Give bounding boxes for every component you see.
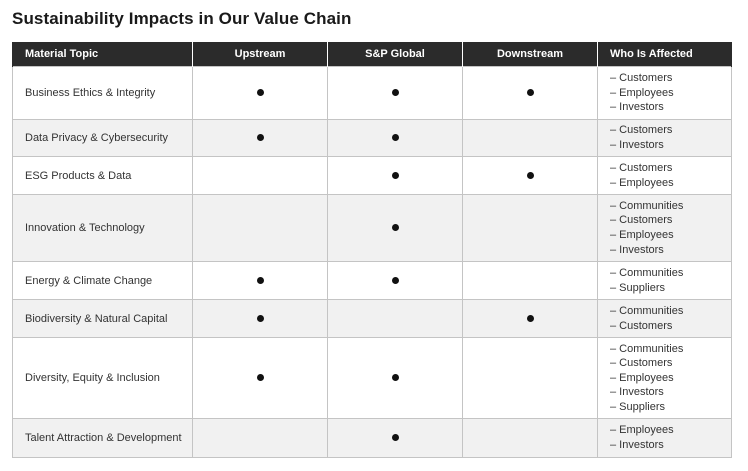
who-is-affected-cell: – Customers – Employees – Investors	[597, 66, 732, 120]
material-topic-cell: Innovation & Technology	[12, 194, 193, 262]
upstream-cell	[192, 194, 328, 262]
affected-group-item: – Investors	[610, 439, 664, 451]
downstream-cell	[462, 194, 598, 262]
downstream-cell	[462, 119, 598, 157]
affected-group-item: – Customers	[610, 72, 673, 85]
upstream-cell	[192, 261, 328, 300]
bullet-dot-icon	[391, 89, 399, 96]
affected-group-item: – Communities	[610, 342, 684, 355]
table-row: ESG Products & Data – Customers – Employee…	[12, 156, 732, 195]
affected-group-item: – Investors	[610, 101, 664, 114]
bullet-dot-icon	[391, 171, 399, 179]
who-is-affected-cell: – Communities – Customers – Employees – Inv…	[597, 337, 732, 419]
bullet-dot-icon	[256, 134, 264, 141]
affected-group-item: – Investors	[610, 243, 664, 256]
table-row: Energy & Climate Change – Communities – Su…	[12, 261, 732, 300]
header-who-is-affected: Who Is Affected	[597, 42, 732, 67]
upstream-cell	[192, 299, 328, 338]
affected-group-item: – Customers	[610, 124, 673, 137]
upstream-cell	[192, 119, 328, 157]
who-is-affected-cell: – Communities – Suppliers	[597, 261, 732, 300]
bullet-dot-icon	[391, 276, 399, 284]
sp-cell	[327, 156, 463, 195]
sp-cell	[327, 194, 463, 262]
downstream-cell	[462, 299, 598, 338]
bullet-dot-icon	[391, 374, 399, 381]
material-topic-cell: Biodiversity & Natural Capital	[12, 299, 193, 338]
header-sp-global: S&P Global	[327, 42, 463, 67]
material-topic-cell: Diversity, Equity & Inclusion	[12, 337, 193, 419]
sp-cell	[327, 261, 463, 300]
affected-group-item: – Suppliers	[610, 400, 666, 413]
affected-group-item: – Investors	[610, 386, 664, 399]
affected-group-item: – Communities	[610, 199, 684, 212]
who-is-affected-cell: – Employees – Investors	[597, 418, 732, 458]
downstream-cell	[462, 156, 598, 195]
table-row: Business Ethics & Integrity – Customers – …	[12, 66, 732, 120]
material-topic-cell: ESG Products & Data	[12, 156, 193, 195]
table-row: Talent Attraction & Development – Employe…	[12, 418, 732, 458]
header-material-topic: Material Topic	[12, 42, 193, 67]
who-is-affected-cell: – Customers – Employees	[597, 156, 732, 195]
table-row: Data Privacy & Cybersecurity – Customers –…	[12, 119, 732, 157]
affected-group-item: – Employees	[610, 176, 674, 189]
sp-cell	[327, 66, 463, 120]
page-title: Sustainability Impacts in Our Value Chai…	[12, 9, 352, 28]
material-topic-cell: Talent Attraction & Development	[12, 418, 193, 458]
impacts-table: Material Topic Upstream S&P Global Downs…	[12, 42, 732, 458]
bullet-dot-icon	[526, 89, 534, 96]
bullet-dot-icon	[256, 374, 264, 381]
material-topic-cell: Data Privacy & Cybersecurity	[12, 119, 193, 157]
bullet-dot-icon	[391, 134, 399, 141]
header-upstream: Upstream	[192, 42, 328, 67]
upstream-cell	[192, 418, 328, 458]
affected-group-item: – Communities	[610, 304, 684, 317]
affected-group-item: – Communities	[610, 266, 684, 279]
bullet-dot-icon	[256, 314, 264, 322]
affected-group-item: – Customers	[610, 319, 673, 332]
affected-group-item: – Employees	[610, 229, 674, 241]
table-row: Biodiversity & Natural Capital – Communit…	[12, 299, 732, 338]
material-topic-cell: Business Ethics & Integrity	[12, 66, 193, 120]
bullet-dot-icon	[256, 276, 264, 284]
downstream-cell	[462, 337, 598, 419]
downstream-cell	[462, 418, 598, 458]
bullet-dot-icon	[256, 89, 264, 96]
affected-group-item: – Customers	[610, 161, 673, 174]
downstream-cell	[462, 261, 598, 300]
affected-group-item: – Customers	[610, 357, 673, 370]
table-row: Diversity, Equity & Inclusion – Communiti…	[12, 337, 732, 419]
upstream-cell	[192, 156, 328, 195]
bullet-dot-icon	[526, 314, 534, 322]
header-downstream: Downstream	[462, 42, 598, 67]
sp-cell	[327, 418, 463, 458]
who-is-affected-cell: – Customers – Investors	[597, 119, 732, 157]
table-row: Innovation & Technology – Communities – Cu…	[12, 194, 732, 262]
affected-group-item: – Investors	[610, 139, 664, 151]
affected-group-item: – Employees	[610, 86, 674, 99]
table-body: Business Ethics & Integrity – Customers – …	[12, 66, 732, 458]
who-is-affected-cell: – Communities – Customers – Employees – Inv…	[597, 194, 732, 262]
table-header-row: Material Topic Upstream S&P Global Downs…	[12, 42, 732, 67]
sp-cell	[327, 119, 463, 157]
downstream-cell	[462, 66, 598, 120]
who-is-affected-cell: – Communities – Customers	[597, 299, 732, 338]
bullet-dot-icon	[391, 434, 399, 441]
upstream-cell	[192, 337, 328, 419]
material-topic-cell: Energy & Climate Change	[12, 261, 193, 300]
sp-cell	[327, 299, 463, 338]
bullet-dot-icon	[391, 224, 399, 231]
affected-group-item: – Employees	[610, 371, 674, 384]
affected-group-item: – Employees	[610, 424, 674, 437]
affected-group-item: – Customers	[610, 214, 673, 227]
upstream-cell	[192, 66, 328, 120]
bullet-dot-icon	[526, 171, 534, 179]
affected-group-item: – Suppliers	[610, 281, 666, 294]
sp-cell	[327, 337, 463, 419]
